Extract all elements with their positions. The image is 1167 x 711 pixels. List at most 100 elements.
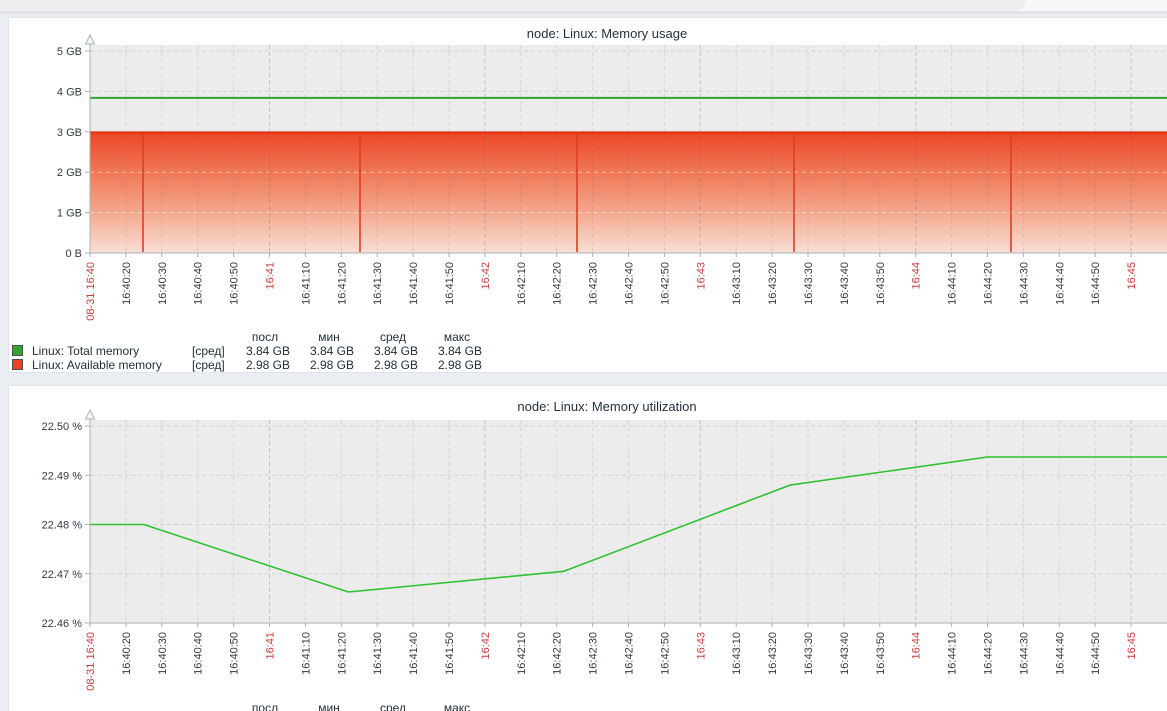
svg-text:16:42: 16:42 — [480, 262, 492, 290]
legend-aggregation: [сред] — [192, 358, 225, 372]
legend-cell — [12, 701, 32, 711]
svg-text:16:40:40: 16:40:40 — [193, 262, 205, 305]
vertical-gridlines — [125, 420, 1132, 623]
svg-text:16:43:10: 16:43:10 — [731, 632, 743, 675]
svg-text:16:42:20: 16:42:20 — [552, 262, 564, 305]
svg-text:16:45: 16:45 — [1126, 632, 1138, 660]
svg-text:16:44:10: 16:44:10 — [947, 262, 959, 305]
legend-cell — [192, 330, 240, 344]
utilization-line — [90, 456, 1167, 593]
svg-text:22.47 %: 22.47 % — [42, 569, 83, 581]
svg-text:16:41: 16:41 — [265, 632, 277, 660]
svg-text:2 GB: 2 GB — [57, 167, 82, 179]
svg-text:0 B: 0 B — [65, 248, 82, 260]
svg-text:16:43:20: 16:43:20 — [767, 262, 779, 305]
legend-stat-header: сред — [379, 330, 407, 344]
svg-text:16:42: 16:42 — [480, 632, 492, 660]
svg-text:16:43: 16:43 — [695, 632, 707, 660]
svg-text:16:44:30: 16:44:30 — [1018, 262, 1030, 305]
chrome-divider — [0, 11, 1167, 14]
legend-stat-value: 2.98 GB — [309, 358, 354, 372]
legend-cell — [32, 330, 192, 344]
svg-text:16:40:50: 16:40:50 — [229, 632, 241, 675]
graph-utilization[interactable]: 22.50 % 22.49 % 22.48 % 22.47 % 22.46 %08-31… — [42, 408, 1167, 691]
available-memory-area — [90, 132, 1167, 253]
graph-legend: посл мин сред макс Linux: Total memory [сред]… — [12, 330, 496, 372]
svg-text:16:43:50: 16:43:50 — [875, 262, 887, 305]
legend-cell — [12, 358, 32, 372]
svg-text:22.48 %: 22.48 % — [42, 520, 83, 532]
horizontal-gridlines — [90, 425, 1167, 575]
svg-text:16:42:40: 16:42:40 — [624, 632, 636, 675]
y-axis-arrow-icon — [84, 408, 96, 420]
memory-utilization-title: node: Linux: Memory utilization — [517, 399, 697, 414]
svg-text:16:41:30: 16:41:30 — [372, 632, 384, 675]
svg-text:16:44:40: 16:44:40 — [1054, 632, 1066, 675]
svg-text:16:44:40: 16:44:40 — [1054, 262, 1066, 305]
legend-color-swatch — [12, 345, 23, 356]
svg-text:16:41: 16:41 — [265, 262, 277, 290]
svg-text:16:41:40: 16:41:40 — [408, 262, 420, 305]
svg-text:16:41:40: 16:41:40 — [408, 632, 420, 675]
svg-text:16:40:40: 16:40:40 — [193, 632, 205, 675]
svg-text:16:41:50: 16:41:50 — [444, 262, 456, 305]
svg-text:16:41:50: 16:41:50 — [444, 632, 456, 675]
y-axis-labels: 5 GB 4 GB 3 GB 2 GB 1 GB 0 B — [57, 46, 90, 260]
svg-text:16:44:20: 16:44:20 — [983, 262, 995, 305]
legend-stat-value: 2.98 GB — [373, 358, 418, 372]
svg-text:16:40:20: 16:40:20 — [121, 632, 133, 675]
y-axis-labels: 22.50 % 22.49 % 22.48 % 22.47 % 22.46 % — [42, 421, 90, 630]
svg-text:16:44: 16:44 — [911, 262, 923, 290]
svg-text:22.50 %: 22.50 % — [42, 421, 83, 433]
svg-text:1 GB: 1 GB — [57, 208, 82, 220]
svg-text:4 GB: 4 GB — [57, 86, 82, 98]
legend-header-row: посл мин сред макс — [12, 330, 496, 344]
svg-text:16:41:10: 16:41:10 — [300, 632, 312, 675]
svg-text:16:42:30: 16:42:30 — [588, 262, 600, 305]
legend-cell — [192, 701, 240, 711]
legend-stat-header: макс — [443, 701, 471, 711]
legend-stat-header: мин — [318, 330, 340, 344]
svg-text:5 GB: 5 GB — [57, 46, 82, 58]
svg-text:16:40:20: 16:40:20 — [121, 262, 133, 305]
legend-stat-header: макс — [443, 330, 471, 344]
svg-text:16:45: 16:45 — [1126, 262, 1138, 290]
svg-text:16:43:30: 16:43:30 — [803, 262, 815, 305]
svg-text:16:42:50: 16:42:50 — [659, 262, 671, 305]
svg-text:16:44:20: 16:44:20 — [983, 632, 995, 675]
legend-color-swatch — [12, 359, 23, 370]
svg-text:16:42:30: 16:42:30 — [588, 632, 600, 675]
svg-text:16:44:30: 16:44:30 — [1018, 632, 1030, 675]
svg-text:16:44: 16:44 — [911, 632, 923, 660]
legend-stat-value: 3.84 GB — [309, 344, 354, 358]
legend-cell — [32, 701, 192, 711]
svg-text:16:44:50: 16:44:50 — [1090, 632, 1102, 675]
graph-legend: посл мин сред макс — [12, 701, 496, 711]
legend-stat-header: посл — [251, 330, 279, 344]
legend-cell — [12, 330, 32, 344]
svg-text:16:40:30: 16:40:30 — [157, 632, 169, 675]
legend-stat-header: мин — [318, 701, 340, 711]
svg-text:16:44:10: 16:44:10 — [947, 632, 959, 675]
legend-cell — [12, 344, 32, 358]
svg-text:22.49 %: 22.49 % — [42, 470, 83, 482]
legend-header-row: посл мин сред макс — [12, 701, 496, 711]
browser-tab-strip — [0, 0, 1026, 11]
svg-text:16:42:20: 16:42:20 — [552, 632, 564, 675]
legend-stat-value: 2.98 GB — [245, 358, 290, 372]
memory-usage-title: node: Linux: Memory usage — [526, 26, 688, 41]
svg-text:16:40:30: 16:40:30 — [157, 262, 169, 305]
svg-text:16:41:10: 16:41:10 — [300, 262, 312, 305]
svg-text:16:41:30: 16:41:30 — [372, 262, 384, 305]
legend-stat-value: 3.84 GB — [437, 344, 482, 358]
legend-stat-value: 2.98 GB — [437, 358, 482, 372]
y-axis-arrow-icon — [84, 33, 96, 45]
legend-stat-header: посл — [251, 701, 279, 711]
x-axis-labels: 08-31 16:40 16:40:20 16:40:30 16:40:40 16:40… — [85, 623, 1138, 691]
legend-row: Linux: Available memory [сред] 2.98 GB 2.98… — [12, 358, 496, 372]
graph-usage[interactable]: 5 GB 4 GB 3 GB 2 GB 1 GB 0 B08-31 16:40 16:40:… — [57, 33, 1167, 321]
x-axis-labels: 08-31 16:40 16:40:20 16:40:30 16:40:40 16:40… — [85, 253, 1138, 321]
plot-area[interactable] — [90, 420, 1167, 623]
svg-text:16:43:40: 16:43:40 — [839, 632, 851, 675]
